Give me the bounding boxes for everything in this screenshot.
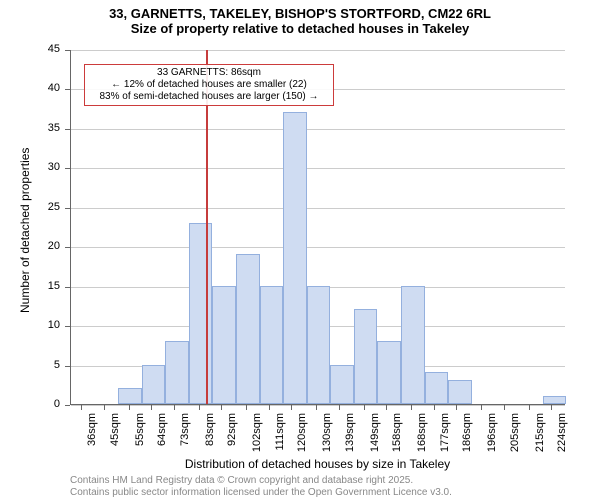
- y-tick-label: 10: [0, 319, 60, 331]
- x-tick-label: 111sqm: [274, 413, 286, 463]
- histogram-bar: [260, 286, 284, 404]
- gridline: [71, 405, 565, 406]
- x-tick-mark: [481, 405, 482, 410]
- x-tick-label: 92sqm: [226, 413, 238, 463]
- y-tick-label: 20: [0, 240, 60, 252]
- x-tick-label: 120sqm: [296, 413, 308, 463]
- x-tick-label: 215sqm: [534, 413, 546, 463]
- histogram-bar: [118, 388, 142, 404]
- y-tick-mark: [65, 326, 70, 327]
- y-tick-mark: [65, 405, 70, 406]
- x-tick-mark: [269, 405, 270, 410]
- x-tick-label: 45sqm: [109, 413, 121, 463]
- y-tick-mark: [65, 366, 70, 367]
- x-tick-label: 73sqm: [179, 413, 191, 463]
- chart-title-block: 33, GARNETTS, TAKELEY, BISHOP'S STORTFOR…: [0, 0, 600, 36]
- x-tick-mark: [551, 405, 552, 410]
- y-tick-label: 0: [0, 398, 60, 410]
- y-tick-label: 45: [0, 43, 60, 55]
- annotation-line1: 33 GARNETTS: 86sqm: [89, 67, 329, 79]
- histogram-bar: [354, 309, 378, 404]
- x-tick-mark: [151, 405, 152, 410]
- x-tick-mark: [291, 405, 292, 410]
- histogram-bar: [401, 286, 425, 404]
- y-tick-label: 30: [0, 161, 60, 173]
- x-tick-mark: [174, 405, 175, 410]
- histogram-bar: [189, 223, 213, 404]
- x-tick-mark: [504, 405, 505, 410]
- x-tick-mark: [129, 405, 130, 410]
- x-tick-mark: [411, 405, 412, 410]
- x-tick-mark: [386, 405, 387, 410]
- y-tick-mark: [65, 129, 70, 130]
- attribution-line2: Contains public sector information licen…: [70, 487, 452, 499]
- histogram-bar: [165, 341, 189, 404]
- x-tick-mark: [434, 405, 435, 410]
- histogram-bar: [448, 380, 472, 404]
- x-tick-mark: [81, 405, 82, 410]
- gridline: [71, 168, 565, 169]
- x-tick-label: 158sqm: [391, 413, 403, 463]
- chart-title-line1: 33, GARNETTS, TAKELEY, BISHOP'S STORTFOR…: [0, 6, 600, 21]
- attribution-line1: Contains HM Land Registry data © Crown c…: [70, 475, 452, 487]
- annotation-box: 33 GARNETTS: 86sqm← 12% of detached hous…: [84, 64, 334, 106]
- x-tick-mark: [339, 405, 340, 410]
- x-tick-label: 149sqm: [369, 413, 381, 463]
- x-tick-mark: [199, 405, 200, 410]
- x-tick-label: 36sqm: [86, 413, 98, 463]
- x-tick-mark: [529, 405, 530, 410]
- x-tick-mark: [221, 405, 222, 410]
- histogram-bar: [543, 396, 567, 404]
- y-tick-mark: [65, 168, 70, 169]
- x-tick-label: 83sqm: [204, 413, 216, 463]
- x-tick-label: 168sqm: [416, 413, 428, 463]
- x-tick-label: 130sqm: [321, 413, 333, 463]
- y-tick-label: 25: [0, 201, 60, 213]
- x-tick-label: 224sqm: [556, 413, 568, 463]
- x-tick-label: 196sqm: [486, 413, 498, 463]
- y-tick-mark: [65, 208, 70, 209]
- x-tick-mark: [104, 405, 105, 410]
- annotation-line2: ← 12% of detached houses are smaller (22…: [89, 79, 329, 91]
- histogram-bar: [142, 365, 166, 404]
- gridline: [71, 208, 565, 209]
- histogram-bar: [212, 286, 236, 404]
- x-tick-label: 205sqm: [509, 413, 521, 463]
- annotation-line3: 83% of semi-detached houses are larger (…: [89, 91, 329, 103]
- histogram-bar: [377, 341, 401, 404]
- y-tick-label: 35: [0, 122, 60, 134]
- histogram-bar: [236, 254, 260, 404]
- y-tick-label: 15: [0, 280, 60, 292]
- x-tick-label: 177sqm: [439, 413, 451, 463]
- x-tick-label: 102sqm: [251, 413, 263, 463]
- y-tick-mark: [65, 247, 70, 248]
- y-tick-label: 5: [0, 359, 60, 371]
- gridline: [71, 129, 565, 130]
- histogram-bar: [307, 286, 331, 404]
- x-tick-mark: [456, 405, 457, 410]
- y-tick-label: 40: [0, 82, 60, 94]
- y-tick-mark: [65, 50, 70, 51]
- y-tick-mark: [65, 89, 70, 90]
- gridline: [71, 247, 565, 248]
- gridline: [71, 50, 565, 51]
- x-tick-label: 55sqm: [134, 413, 146, 463]
- x-tick-mark: [316, 405, 317, 410]
- y-tick-mark: [65, 287, 70, 288]
- x-tick-label: 64sqm: [156, 413, 168, 463]
- x-tick-label: 186sqm: [461, 413, 473, 463]
- histogram-bar: [283, 112, 307, 404]
- chart-title-line2: Size of property relative to detached ho…: [0, 21, 600, 36]
- x-tick-mark: [364, 405, 365, 410]
- histogram-bar: [330, 365, 354, 404]
- histogram-bar: [425, 372, 449, 404]
- attribution-text: Contains HM Land Registry data © Crown c…: [70, 475, 452, 499]
- x-tick-mark: [246, 405, 247, 410]
- x-tick-label: 139sqm: [344, 413, 356, 463]
